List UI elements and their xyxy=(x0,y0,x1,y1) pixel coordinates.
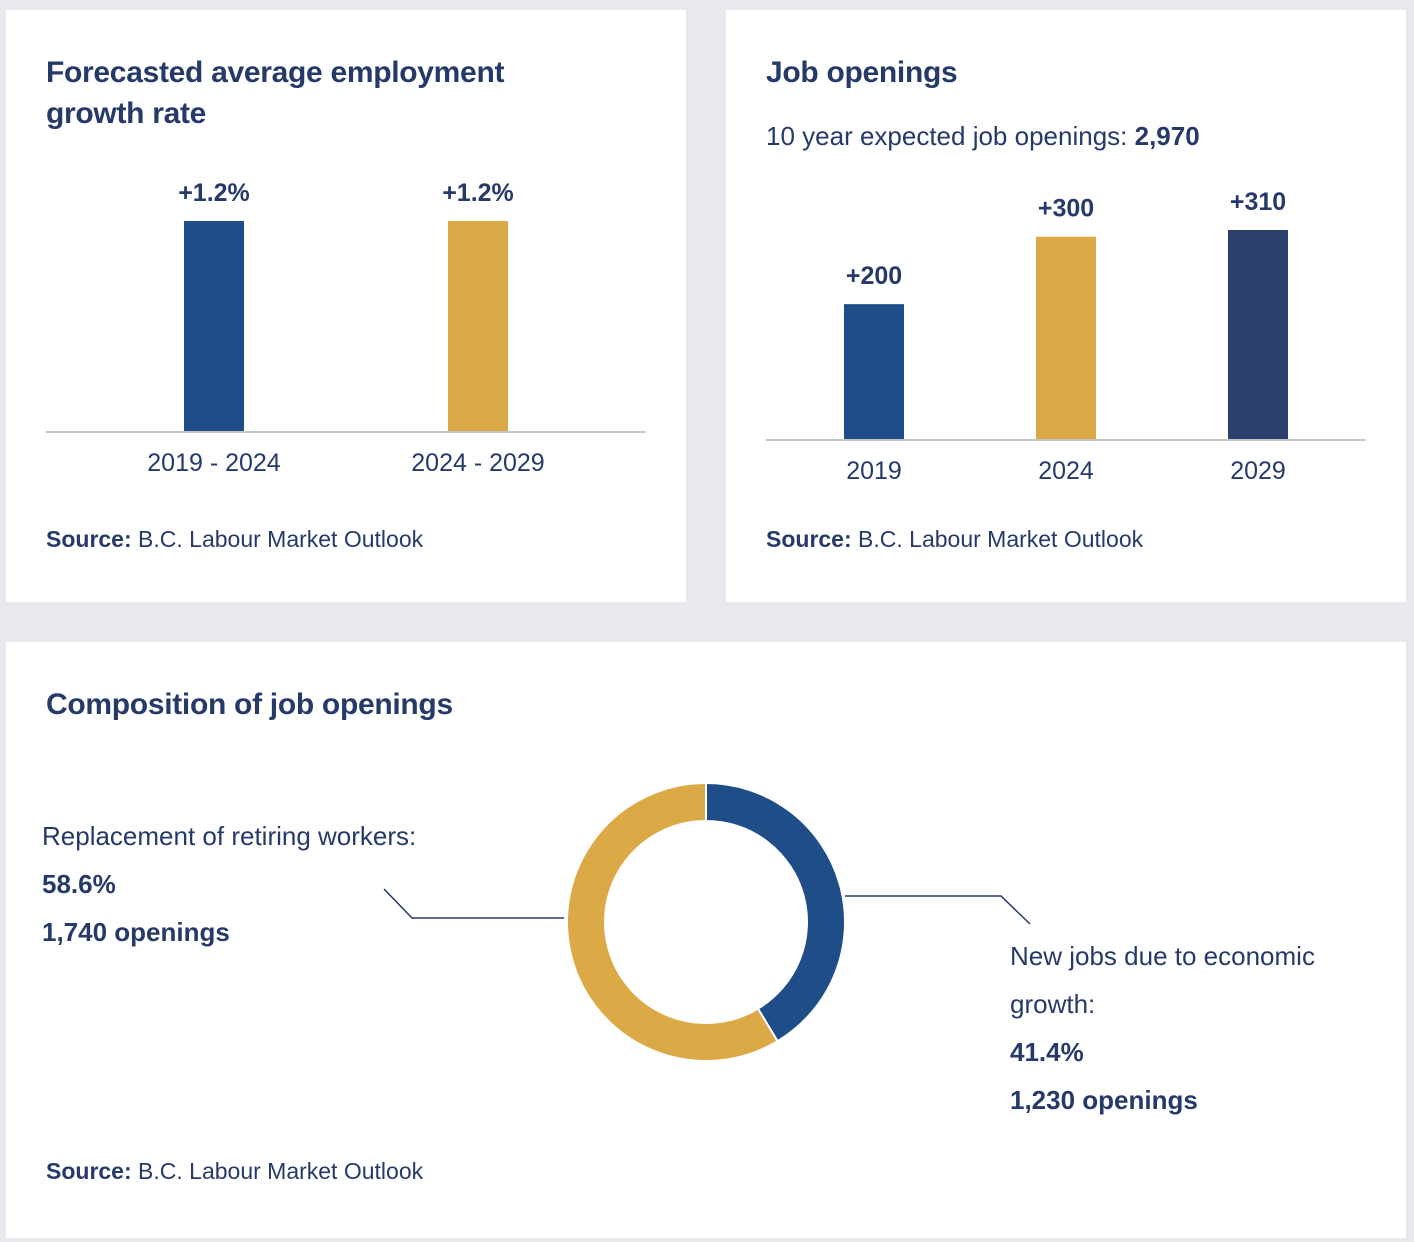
callout-leader-line-replacement xyxy=(383,888,564,919)
openings-category-label: 2029 xyxy=(1230,457,1286,485)
growth-bar xyxy=(184,221,244,431)
callout-replacement-count: 1,740 openings xyxy=(42,917,230,947)
subtitle-label: 10 year expected job openings: xyxy=(766,121,1135,151)
openings-value-label: +300 xyxy=(1038,195,1094,223)
callout-new-jobs-count: 1,230 openings xyxy=(1010,1085,1198,1115)
openings-category-label: 2019 xyxy=(846,457,902,485)
source-text: B.C. Labour Market Outlook xyxy=(131,526,424,552)
source-label: Source: xyxy=(46,526,132,552)
donut-slice xyxy=(566,781,779,1062)
source-label: Source: xyxy=(46,1158,132,1184)
composition-source: Source: B.C. Labour Market Outlook xyxy=(46,1158,423,1185)
composition-card: Composition of job openings Replacement … xyxy=(6,642,1406,1238)
callout-replacement: Replacement of retiring workers: 58.6% 1… xyxy=(42,812,416,956)
openings-bar xyxy=(1228,230,1288,439)
callout-new-jobs-percent: 41.4% xyxy=(1010,1037,1084,1067)
growth-rate-title: Forecasted average employment growth rat… xyxy=(46,56,505,130)
source-label: Source: xyxy=(766,526,852,552)
growth-category-label: 2024 - 2029 xyxy=(411,449,544,477)
callout-leader-line-new-jobs xyxy=(845,895,1031,925)
job-openings-source: Source: B.C. Labour Market Outlook xyxy=(766,526,1143,553)
subtitle-total: 2,970 xyxy=(1134,121,1200,151)
composition-title: Composition of job openings xyxy=(46,688,453,721)
callout-replacement-percent: 58.6% xyxy=(42,869,116,899)
growth-value-label: +1.2% xyxy=(442,179,514,207)
callout-new-jobs-name: New jobs due to economic growth: xyxy=(1010,941,1315,1019)
callout-replacement-name: Replacement of retiring workers: xyxy=(42,821,417,851)
composition-donut-chart xyxy=(383,781,1031,1062)
growth-bar xyxy=(448,221,508,431)
openings-category-label: 2024 xyxy=(1038,457,1094,485)
job-openings-subtitle: 10 year expected job openings: 2,970 xyxy=(766,121,1200,152)
job-openings-card: Job openings 10 year expected job openin… xyxy=(726,10,1406,602)
growth-value-label: +1.2% xyxy=(178,179,250,207)
callout-new-jobs: New jobs due to economic growth: 41.4% 1… xyxy=(1010,932,1380,1124)
job-openings-chart: +200 2019 +300 2024 +310 2029 xyxy=(766,188,1366,485)
growth-rate-chart: +1.2% 2019 - 2024 +1.2% 2024 - 2029 xyxy=(46,179,646,477)
growth-rate-source: Source: B.C. Labour Market Outlook xyxy=(46,526,423,553)
source-text: B.C. Labour Market Outlook xyxy=(851,526,1144,552)
growth-category-label: 2019 - 2024 xyxy=(147,449,281,477)
openings-bar xyxy=(1036,236,1096,439)
openings-value-label: +310 xyxy=(1230,188,1286,216)
growth-rate-card: Forecasted average employment growth rat… xyxy=(6,10,686,602)
openings-value-label: +200 xyxy=(846,262,902,290)
openings-bar xyxy=(844,304,904,439)
job-openings-title: Job openings xyxy=(766,56,958,89)
donut-slice xyxy=(705,781,846,1043)
source-text: B.C. Labour Market Outlook xyxy=(131,1158,424,1184)
